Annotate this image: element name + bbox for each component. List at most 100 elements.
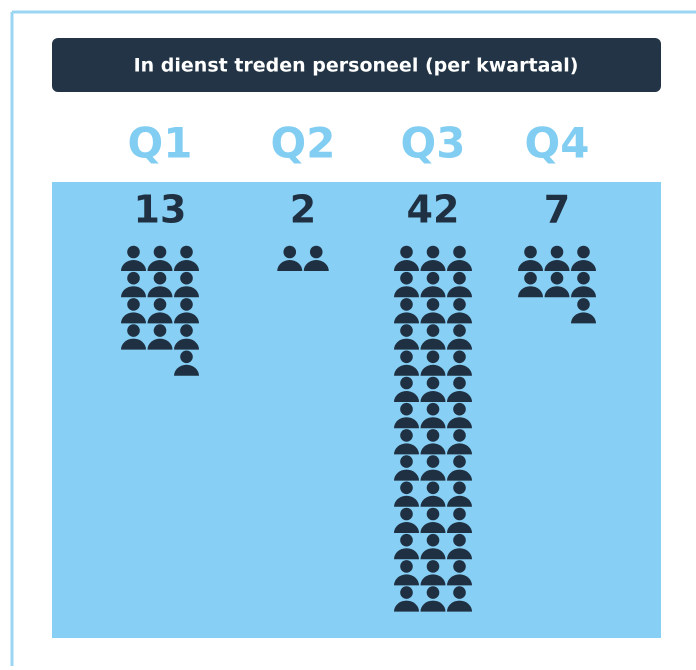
icon-head (426, 245, 440, 259)
person-icon (394, 586, 419, 612)
icon-body (394, 548, 419, 560)
icon-body (303, 260, 329, 271)
person-icon (174, 350, 199, 376)
icon-body (174, 312, 199, 324)
category-label: Q2 (271, 119, 336, 168)
icon-head (453, 586, 466, 599)
icon-head (453, 324, 466, 337)
person-icon (447, 455, 472, 481)
icon-body (121, 312, 146, 324)
icon-head (426, 429, 440, 442)
icon-head (550, 271, 564, 285)
icon-head (180, 271, 193, 285)
person-icon (447, 271, 472, 298)
icon-body (121, 286, 146, 298)
icon-head (153, 245, 167, 259)
icon-body (447, 522, 472, 533)
icon-head (400, 481, 413, 495)
icon-body (420, 312, 446, 324)
person-icon (447, 376, 472, 402)
icon-body (447, 286, 472, 298)
person-icon (447, 402, 472, 429)
icon-body (394, 391, 419, 402)
person-icon (420, 271, 446, 298)
icon-body (447, 364, 472, 376)
icon-body (420, 495, 446, 507)
person-icon (121, 324, 146, 350)
person-icon (174, 245, 199, 271)
icon-body (447, 548, 472, 560)
category-label: Q1 (128, 119, 193, 168)
icon-body (174, 364, 199, 376)
icon-body (544, 260, 570, 271)
person-icon (394, 560, 419, 586)
icon-head (453, 298, 466, 311)
icon-head (426, 560, 440, 573)
icon-head (426, 402, 440, 416)
icon-body (174, 286, 199, 298)
icon-body (121, 338, 146, 350)
icon-head (453, 350, 466, 364)
person-icon (394, 298, 419, 324)
person-icon (518, 271, 543, 298)
panel (52, 182, 661, 638)
icon-head (577, 245, 590, 259)
icon-head (400, 298, 413, 311)
person-icon (420, 245, 446, 271)
icon-head (426, 481, 440, 495)
icon-body (121, 260, 146, 271)
icon-head (453, 560, 466, 573)
icon-body (174, 260, 199, 271)
icon-head (524, 271, 537, 285)
icon-head (400, 586, 413, 599)
person-icon (447, 560, 472, 586)
person-icon (420, 560, 446, 586)
icon-head (453, 507, 466, 521)
icon-body (420, 548, 446, 560)
person-icon (420, 350, 446, 376)
person-icon (447, 533, 472, 560)
icon-head (400, 455, 413, 468)
person-icon (420, 376, 446, 402)
icon-head (180, 324, 193, 337)
person-icon (420, 507, 446, 533)
icon-head (453, 271, 466, 285)
icon-body (447, 338, 472, 350)
icon-body (447, 574, 472, 586)
person-icon (174, 324, 199, 350)
person-icon (394, 402, 419, 429)
icon-body (394, 574, 419, 586)
person-icon (447, 507, 472, 533)
icon-head (127, 298, 140, 311)
icon-body (394, 469, 419, 481)
icon-head (127, 324, 140, 337)
icon-body (147, 312, 173, 324)
icon-body (571, 260, 596, 271)
person-icon (571, 245, 596, 271)
icon-head (400, 402, 413, 416)
icon-head (400, 429, 413, 442)
person-icon (420, 402, 446, 429)
title-bar (52, 38, 661, 92)
icon-head (550, 245, 564, 259)
icon-head (153, 324, 167, 337)
icon-head (426, 507, 440, 521)
person-icon (420, 586, 446, 612)
icon-body (394, 338, 419, 350)
value-label: 13 (134, 188, 187, 232)
icon-body (447, 260, 472, 271)
icon-body (420, 364, 446, 376)
icon-body (571, 312, 596, 324)
category-label: Q3 (401, 119, 466, 168)
person-icon (174, 298, 199, 324)
category-label: Q4 (525, 119, 590, 168)
icon-body (277, 260, 303, 271)
icon-head (453, 481, 466, 495)
person-icon (544, 271, 570, 298)
icon-head (400, 560, 413, 573)
icon-body (420, 469, 446, 481)
icon-body (571, 286, 596, 298)
icon-head (577, 298, 590, 311)
icon-head (426, 298, 440, 311)
